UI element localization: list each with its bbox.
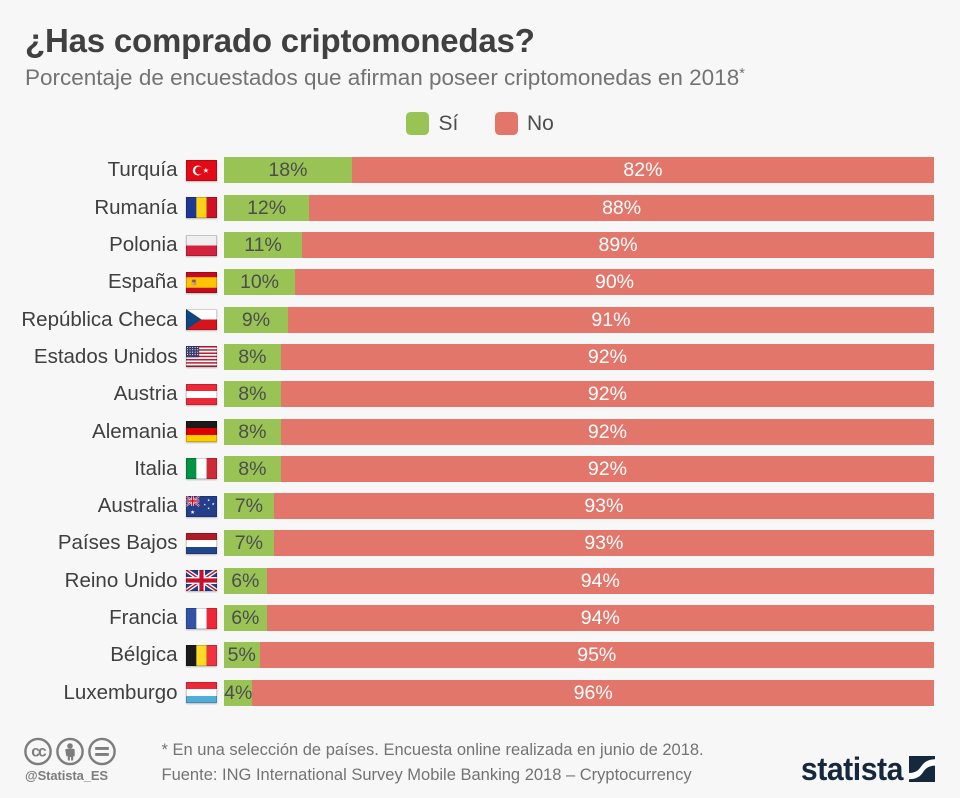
svg-text:cc: cc <box>31 743 47 760</box>
